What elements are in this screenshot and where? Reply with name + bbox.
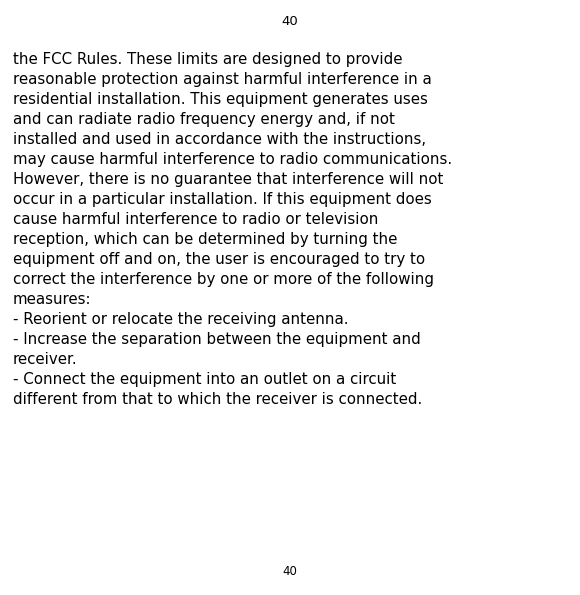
Text: 40: 40	[282, 15, 298, 29]
Text: 40: 40	[282, 565, 298, 578]
Text: the FCC Rules. These limits are designed to provide
reasonable protection agains: the FCC Rules. These limits are designed…	[13, 52, 452, 408]
